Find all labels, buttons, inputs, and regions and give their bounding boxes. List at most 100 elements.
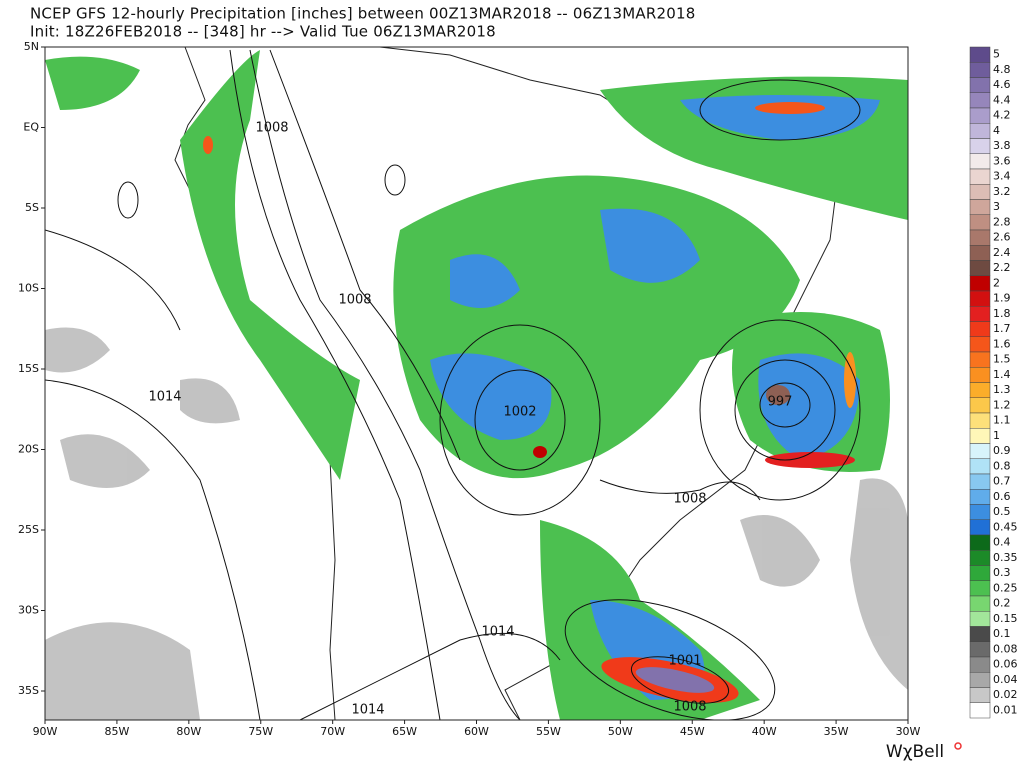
colorbar-label: 1.6 — [993, 337, 1011, 350]
contour-label: 1014 — [481, 625, 514, 640]
colorbar-swatch — [969, 46, 991, 63]
colorbar-swatch — [969, 412, 991, 429]
colorbar-label: 5 — [993, 48, 1000, 61]
colorbar-label: 1.7 — [993, 322, 1011, 335]
colorbar-swatch — [969, 443, 991, 459]
colorbar-label: 4 — [993, 124, 1000, 137]
colorbar-label: 2.4 — [993, 246, 1011, 259]
colorbar-swatch — [969, 428, 991, 444]
lat-label: 25S — [18, 523, 39, 536]
lat-label: 20S — [18, 443, 39, 456]
colorbar-label: 2 — [993, 276, 1000, 289]
colorbar-swatch — [969, 107, 991, 124]
colorbar-swatch — [969, 77, 991, 93]
light-precip — [45, 327, 908, 720]
lat-label: 35S — [18, 684, 39, 697]
colorbar-swatch — [969, 367, 991, 383]
colorbar-label: 1.9 — [993, 292, 1011, 305]
lat-label: 15S — [18, 362, 39, 375]
lon-label: 60W — [464, 725, 489, 738]
colorbar-label: 4.8 — [993, 63, 1011, 76]
axis-labels: 5N EQ 5S 10S 15S 20S 25S 30S 35S 90W 85W 80W 75W 70W 6… — [18, 40, 921, 738]
colorbar-label: 0.25 — [993, 581, 1018, 594]
colorbar-label: 0.5 — [993, 505, 1011, 518]
lon-label: 50W — [608, 725, 633, 738]
colorbar-swatch — [969, 580, 991, 597]
colorbar-label: 3.4 — [993, 170, 1011, 183]
colorbar-swatch — [969, 321, 991, 337]
colorbar-label: 0.7 — [993, 475, 1011, 488]
colorbar-swatch — [969, 397, 991, 414]
colorbar-swatch — [969, 306, 991, 322]
colorbar-label: 3 — [993, 200, 1000, 213]
colorbar-swatch — [969, 184, 991, 200]
colorbar-swatch — [969, 687, 991, 703]
colorbar-label: 1.1 — [993, 414, 1011, 427]
lat-label: 30S — [18, 604, 39, 617]
contour-label: 1008 — [338, 293, 371, 308]
colorbar-swatch — [969, 565, 991, 581]
contour-label: 1014 — [148, 390, 181, 405]
colorbar-label: 0.35 — [993, 551, 1018, 564]
colorbar-swatch — [969, 275, 991, 292]
lon-label: 85W — [104, 725, 129, 738]
title-line-1: NCEP GFS 12-hourly Precipitation [inches… — [30, 5, 696, 23]
contour-label: 997 — [768, 395, 793, 410]
isobars — [45, 49, 861, 720]
colorbar-label: 0.15 — [993, 612, 1018, 625]
colorbar-label: 4.2 — [993, 109, 1011, 122]
colorbar-label: 0.2 — [993, 597, 1011, 610]
colorbar-swatch — [969, 123, 991, 139]
lat-label: 5S — [25, 201, 39, 214]
lat-label: 5N — [24, 40, 39, 53]
colorbar-swatch — [969, 519, 991, 536]
colorbar-label: 0.45 — [993, 520, 1018, 533]
colorbar-swatch — [969, 336, 991, 353]
contour-label: 1008 — [255, 121, 288, 136]
colorbar-swatch — [969, 672, 991, 688]
colorbar-swatch — [969, 473, 991, 490]
colorbar-swatch — [969, 611, 991, 627]
colorbar-swatch — [969, 62, 991, 78]
colorbar-swatch — [969, 702, 991, 719]
map-area: 1008 1008 1014 1002 1008 997 1014 1001 1… — [45, 47, 908, 720]
colorbar-label: 3.6 — [993, 154, 1011, 167]
colorbar-swatch — [969, 382, 991, 398]
lon-label: 30W — [896, 725, 921, 738]
colorbar-swatch — [969, 534, 991, 551]
colorbar-label: 1.5 — [993, 353, 1011, 366]
title-line-2: Init: 18Z26FEB2018 -- [348] hr --> Valid… — [30, 23, 496, 41]
colorbar-swatch — [969, 245, 991, 261]
contour-label: 1014 — [351, 703, 384, 718]
colorbar-swatch — [969, 489, 991, 505]
colorbar-swatch — [969, 595, 991, 612]
colorbar-label: 1 — [993, 429, 1000, 442]
lon-label: 40W — [752, 725, 777, 738]
colorbar-label: 4.6 — [993, 78, 1011, 91]
contour-label: 1002 — [503, 405, 536, 420]
colorbar-swatch — [969, 260, 991, 276]
colorbar-label: 1.8 — [993, 307, 1011, 320]
colorbar-swatch — [969, 458, 991, 475]
logo-dot — [954, 742, 962, 750]
colorbar-swatch — [969, 290, 991, 307]
colorbar-swatch — [969, 550, 991, 566]
contour-label: 1008 — [673, 700, 706, 715]
colorbar-label: 1.4 — [993, 368, 1011, 381]
contour-label: 1008 — [673, 492, 706, 507]
colorbar-label: 1.2 — [993, 398, 1011, 411]
colorbar-label: 2.2 — [993, 261, 1011, 274]
colorbar-label: 0.1 — [993, 627, 1011, 640]
logo: WχBell — [886, 742, 944, 762]
colorbar-swatch — [969, 656, 991, 673]
colorbar-swatch — [969, 153, 991, 170]
colorbar-swatch — [969, 641, 991, 658]
colorbar-label: 0.01 — [993, 703, 1018, 716]
colorbar-label: 4.4 — [993, 93, 1011, 106]
colorbar-label: 0.06 — [993, 658, 1018, 671]
colorbar-swatch — [969, 92, 991, 109]
colorbar-label: 3.8 — [993, 139, 1011, 152]
colorbar-swatch — [969, 168, 991, 185]
lon-label: 70W — [320, 725, 345, 738]
